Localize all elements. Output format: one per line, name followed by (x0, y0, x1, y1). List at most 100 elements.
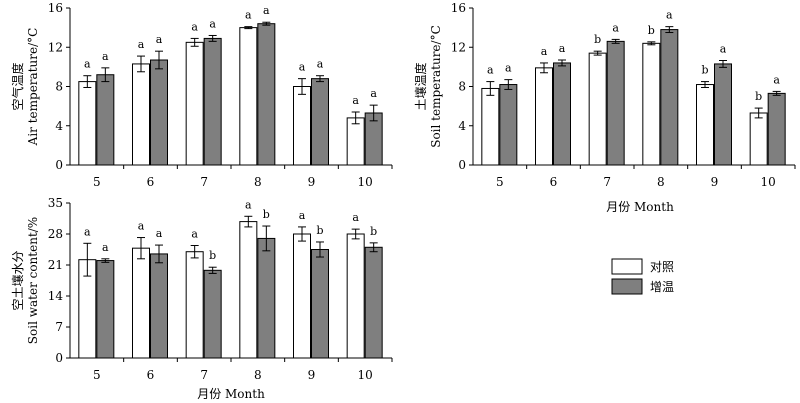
bar-warming (203, 37, 222, 166)
bar-control (239, 27, 258, 166)
y-tick-label: 8 (55, 80, 63, 94)
bar-warming (499, 84, 518, 166)
significance-letter: a (352, 211, 359, 224)
x-tick-label: 10 (358, 368, 373, 382)
bar-control (293, 86, 311, 166)
y-tick-label: 28 (48, 227, 63, 241)
y-tick-label: 0 (55, 351, 63, 365)
significance-letter: a (487, 64, 494, 77)
y-axis-title-cn: 土壤温度 (413, 62, 428, 110)
significance-letter: a (299, 209, 306, 222)
y-axis-title-en: Soil water content/% (26, 217, 40, 344)
y-tick-label: 4 (458, 119, 466, 133)
y-tick-label: 35 (48, 196, 63, 210)
significance-letter: a (299, 61, 306, 74)
y-tick-label: 0 (55, 158, 63, 172)
bar-warming (364, 246, 383, 359)
x-axis-title-top-right: 月份 Month (606, 200, 674, 214)
significance-letter: b (648, 24, 655, 37)
x-tick-label: 9 (308, 175, 316, 189)
bar-warming (606, 40, 625, 166)
significance-letter: a (541, 45, 548, 58)
significance-letter: a (720, 42, 727, 55)
significance-letter: a (352, 94, 359, 107)
y-tick-label: 12 (451, 40, 466, 54)
bar-warming (150, 253, 168, 359)
bar-warming (311, 78, 329, 166)
significance-letter: a (245, 198, 252, 211)
x-tick-label: 6 (550, 175, 558, 189)
bar-warming (257, 237, 276, 359)
bar-control (185, 41, 204, 166)
y-tick-label: 8 (458, 80, 466, 94)
bar-warming (767, 92, 786, 166)
significance-letter: a (317, 58, 324, 71)
bar-warming (96, 74, 115, 166)
y-axis-title-cn: 空土壤水分 (10, 250, 25, 310)
significance-letter: a (84, 225, 91, 238)
bar-warming (203, 269, 222, 359)
bar-control (588, 52, 607, 166)
significance-letter: a (102, 241, 109, 254)
significance-letter: b (316, 224, 323, 237)
significance-letter: a (505, 62, 512, 75)
y-axis-title-en: Soil temperature/°C (429, 25, 443, 148)
significance-letter: b (209, 249, 216, 262)
y-tick-label: 12 (48, 40, 63, 54)
bar-warming (257, 23, 276, 166)
x-tick-label: 8 (657, 175, 665, 189)
significance-letter: a (156, 227, 163, 240)
y-tick-label: 7 (55, 320, 63, 334)
significance-letter: a (666, 9, 673, 22)
y-tick-label: 14 (48, 289, 64, 303)
bar-warming (96, 260, 115, 359)
significance-letter: a (370, 87, 377, 100)
significance-letter: a (156, 33, 163, 46)
x-tick-label: 7 (603, 175, 611, 189)
legend-swatch-warming (611, 278, 643, 295)
x-axis-title: 月份 Month (197, 387, 265, 401)
bar-control (696, 84, 714, 166)
bar-warming (150, 59, 168, 166)
bar-control (749, 112, 768, 166)
bar-control (346, 233, 365, 359)
y-axis-title-en: Air temperature/°C (26, 28, 40, 147)
significance-letter: a (559, 42, 566, 55)
bar-warming (660, 29, 679, 166)
significance-letter: b (594, 33, 601, 46)
significance-letter: a (773, 73, 780, 86)
y-tick-label: 0 (458, 158, 466, 172)
significance-letter: a (245, 9, 252, 22)
significance-letter: a (209, 17, 216, 30)
significance-letter: b (755, 90, 762, 103)
x-tick-label: 5 (496, 175, 504, 189)
bar-control (346, 117, 365, 166)
x-tick-label: 9 (308, 368, 316, 382)
bar-warming (553, 62, 571, 166)
x-tick-label: 7 (200, 368, 208, 382)
bar-control (481, 87, 500, 166)
bar-control (185, 251, 204, 359)
bar-control (293, 233, 311, 359)
x-tick-label: 8 (254, 368, 262, 382)
bar-control (132, 247, 150, 359)
x-tick-label: 10 (358, 175, 373, 189)
x-tick-label: 5 (93, 175, 101, 189)
significance-letter: a (612, 21, 619, 34)
x-tick-label: 8 (254, 175, 262, 189)
y-tick-label: 16 (48, 1, 63, 15)
x-tick-label: 6 (147, 368, 155, 382)
x-tick-label: 10 (761, 175, 776, 189)
significance-letter: b (701, 64, 708, 77)
x-tick-label: 7 (200, 175, 208, 189)
bar-control (642, 42, 661, 166)
y-axis-title-cn: 空气温度 (10, 62, 25, 110)
y-tick-label: 21 (48, 258, 63, 272)
significance-letter: b (263, 208, 270, 221)
significance-letter: a (191, 228, 198, 241)
bar-control (535, 67, 553, 166)
significance-letter: a (263, 4, 270, 17)
